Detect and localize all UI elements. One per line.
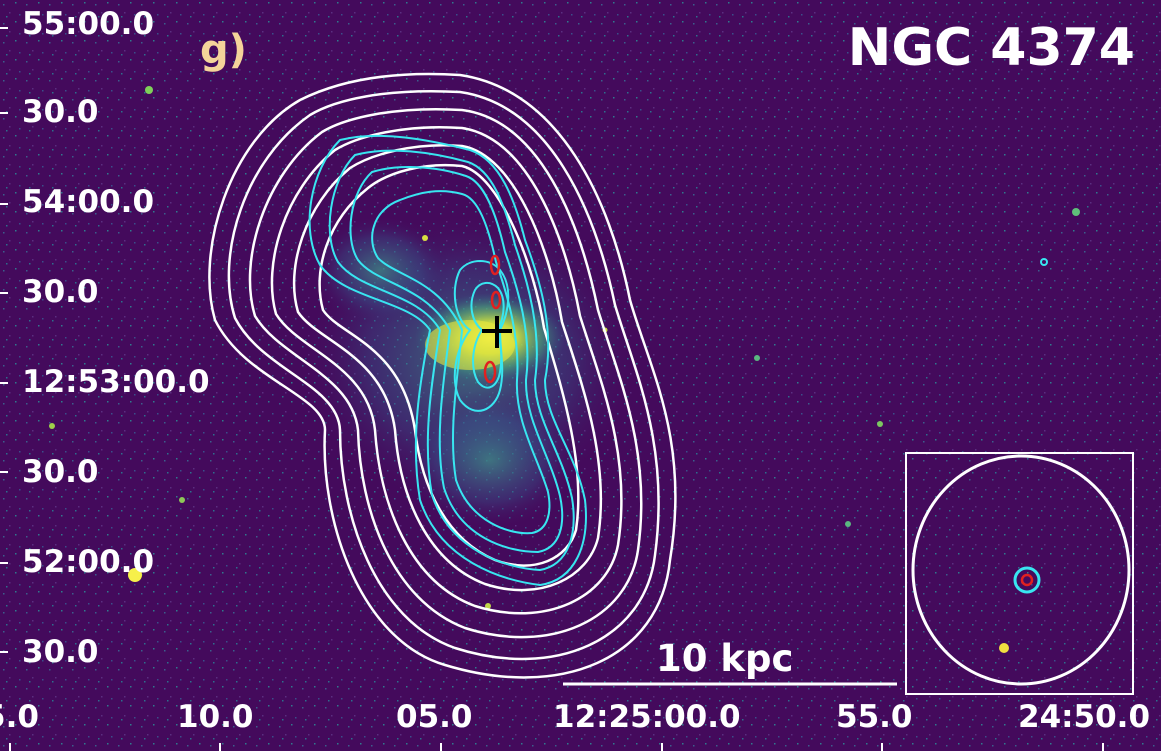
ra-tick-label: 10.0 xyxy=(177,699,254,735)
ra-tick-label: 55.0 xyxy=(836,699,913,735)
dec-tick-label: 54:00.0 xyxy=(22,184,155,220)
ra-tick-label: 24:50.0 xyxy=(1018,699,1151,735)
ra-tick-label: 12:25:00.0 xyxy=(553,699,741,735)
ra-tick-label: 5.0 xyxy=(0,699,39,735)
dec-tick-label: 12:53:00.0 xyxy=(22,364,210,400)
dec-tick-label: 30.0 xyxy=(22,94,99,130)
white-radio-contours xyxy=(208,72,677,679)
cyan-radio-contours xyxy=(308,134,587,587)
scale-bar-label: 10 kpc xyxy=(656,637,794,680)
panel-label: g) xyxy=(200,27,247,73)
dec-tick-label: 30.0 xyxy=(22,634,99,670)
object-name: NGC 4374 xyxy=(847,18,1135,78)
dec-tick-label: 30.0 xyxy=(22,274,99,310)
field-sources xyxy=(49,86,1080,653)
dec-tick-label: 30.0 xyxy=(22,454,99,490)
inset-panel xyxy=(905,452,1134,695)
dec-tick-label: 55:00.0 xyxy=(22,6,155,42)
dec-tick-label: 52:00.0 xyxy=(22,544,155,580)
axis-frame xyxy=(0,27,1104,751)
red-core-contours xyxy=(483,254,1034,587)
ra-tick-label: 05.0 xyxy=(396,699,473,735)
cross-icon xyxy=(482,316,512,348)
